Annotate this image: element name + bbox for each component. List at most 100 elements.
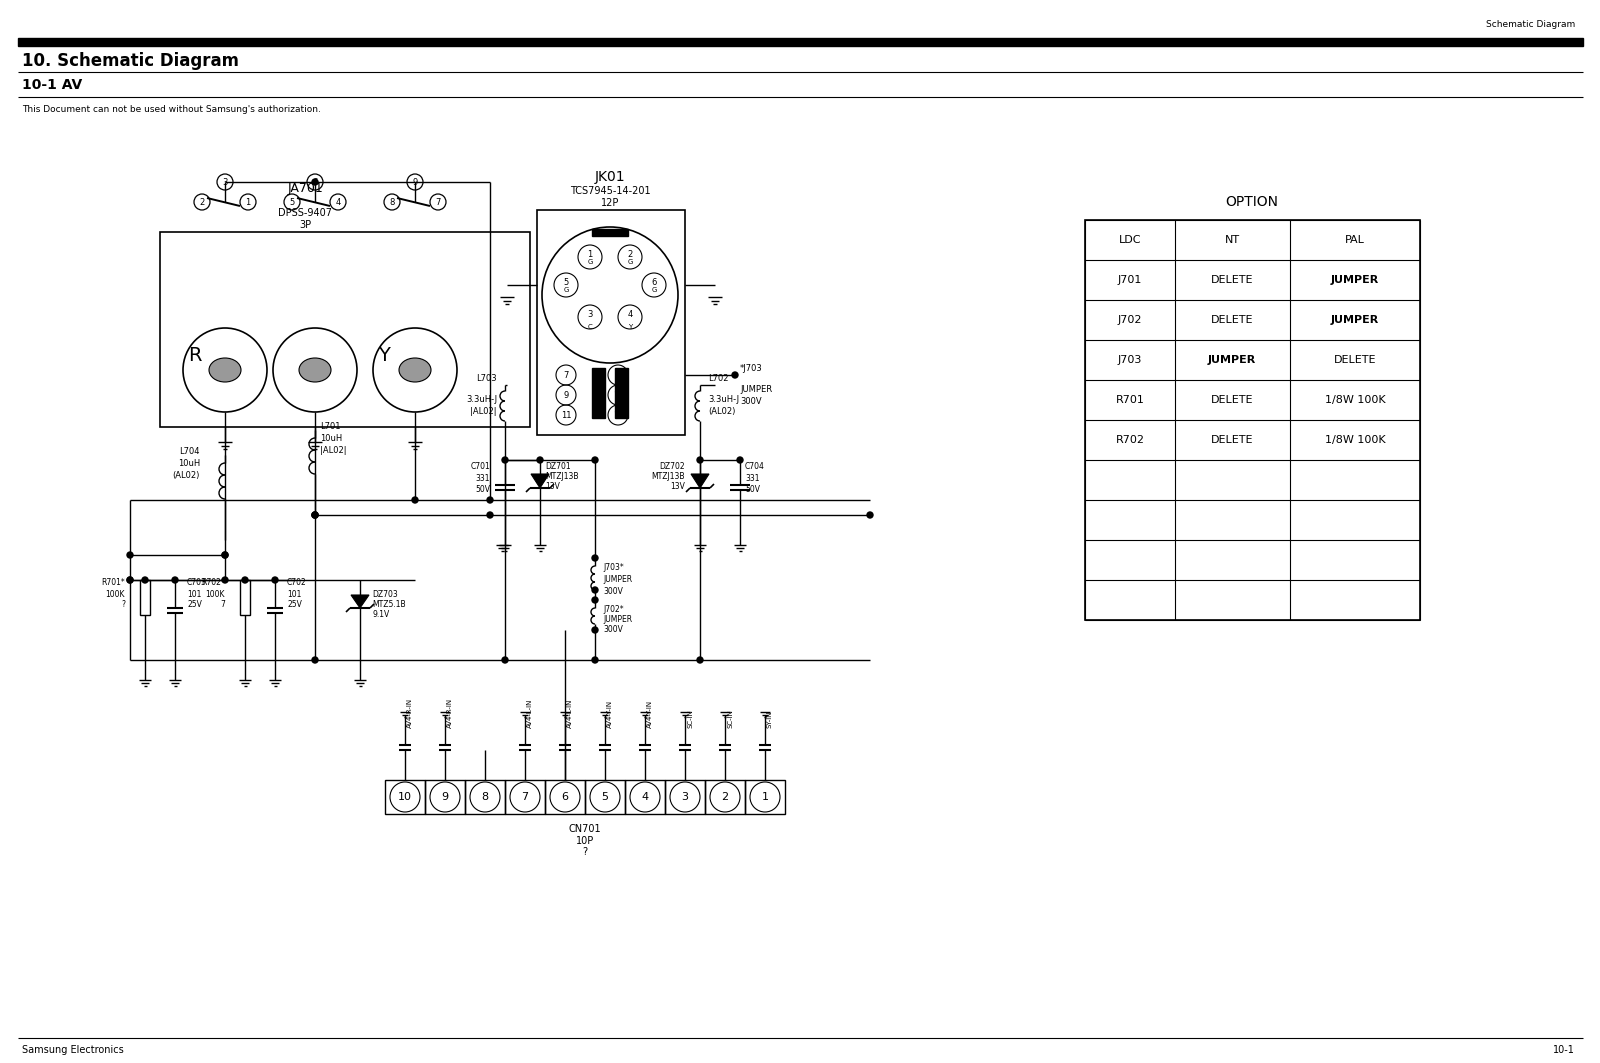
Text: 3.3uH-J: 3.3uH-J — [709, 395, 739, 404]
Bar — [546, 780, 586, 814]
Text: 10. Schematic Diagram: 10. Schematic Diagram — [22, 52, 238, 70]
Text: R: R — [189, 345, 202, 365]
Circle shape — [698, 457, 702, 463]
Circle shape — [142, 577, 149, 583]
Text: JK01: JK01 — [595, 170, 626, 184]
Circle shape — [592, 657, 598, 663]
Text: R702*: R702* — [202, 578, 226, 587]
Text: SC-IN: SC-IN — [686, 709, 693, 728]
Text: AV4-Y-IN: AV4-Y-IN — [646, 699, 653, 728]
Text: L702: L702 — [709, 374, 728, 383]
Bar — [506, 780, 546, 814]
Text: 300V: 300V — [603, 587, 622, 596]
Text: Y: Y — [627, 324, 632, 330]
Text: C: C — [587, 324, 592, 330]
Text: 7: 7 — [221, 600, 226, 609]
Bar — [592, 368, 605, 418]
Text: 300V: 300V — [603, 625, 622, 634]
Text: (AL02): (AL02) — [709, 407, 736, 416]
Text: 101: 101 — [187, 590, 202, 598]
Text: 10-1 AV: 10-1 AV — [22, 78, 82, 92]
Text: MTZJ13B: MTZJ13B — [546, 472, 579, 480]
Text: J702: J702 — [1118, 315, 1142, 325]
Text: JUMPER: JUMPER — [603, 615, 632, 624]
Text: |AL02|: |AL02| — [320, 446, 347, 455]
Text: 6: 6 — [651, 277, 656, 287]
Text: JA701: JA701 — [286, 182, 323, 195]
Text: 1: 1 — [587, 250, 592, 258]
Circle shape — [242, 577, 248, 583]
Text: 5: 5 — [563, 277, 568, 287]
Text: 25V: 25V — [187, 600, 202, 609]
Circle shape — [592, 597, 598, 603]
Bar — [538, 210, 685, 435]
Text: 9: 9 — [413, 178, 418, 186]
Text: R701*: R701* — [101, 578, 125, 587]
Polygon shape — [350, 595, 370, 608]
Circle shape — [222, 552, 229, 558]
Circle shape — [592, 555, 598, 561]
Text: 331: 331 — [746, 474, 760, 483]
Text: ?: ? — [122, 600, 125, 609]
Text: OPTION: OPTION — [1226, 195, 1278, 209]
Text: L703: L703 — [477, 374, 498, 383]
Text: 12: 12 — [613, 410, 624, 420]
Text: 1: 1 — [762, 792, 768, 802]
Text: *J703: *J703 — [741, 364, 763, 373]
Circle shape — [738, 457, 742, 463]
Circle shape — [592, 587, 598, 593]
Text: 11: 11 — [560, 410, 571, 420]
Text: 2: 2 — [627, 250, 632, 258]
Text: 10uH: 10uH — [320, 434, 342, 443]
Text: SY-IN: SY-IN — [766, 710, 773, 728]
Text: 4: 4 — [627, 309, 632, 319]
Text: TCS7945-14-201: TCS7945-14-201 — [570, 186, 650, 196]
Text: JUMPER: JUMPER — [1331, 275, 1379, 285]
Circle shape — [486, 497, 493, 503]
Bar — [1085, 220, 1421, 620]
Text: 2: 2 — [722, 792, 728, 802]
Text: 4: 4 — [642, 792, 648, 802]
Circle shape — [126, 577, 133, 583]
Bar — [240, 580, 250, 615]
Text: C702: C702 — [286, 578, 307, 587]
Text: J701: J701 — [1118, 275, 1142, 285]
Text: 10-1: 10-1 — [1554, 1045, 1574, 1054]
Circle shape — [126, 552, 133, 558]
Text: DELETE: DELETE — [1211, 435, 1253, 445]
Text: DZ702: DZ702 — [659, 462, 685, 471]
Ellipse shape — [398, 358, 430, 382]
Text: 1/8W 100K: 1/8W 100K — [1325, 435, 1386, 445]
Circle shape — [592, 627, 598, 632]
Text: NT: NT — [1224, 235, 1240, 244]
Text: J702*: J702* — [603, 605, 624, 614]
Bar — [18, 38, 1582, 46]
Text: DELETE: DELETE — [1211, 315, 1253, 325]
Text: DZ701: DZ701 — [546, 462, 571, 471]
Text: |AL02|: |AL02| — [470, 407, 498, 416]
Text: AV4-R-IN: AV4-R-IN — [446, 698, 453, 728]
Text: 6: 6 — [312, 178, 318, 186]
Text: 7: 7 — [522, 792, 528, 802]
Text: JUMPER: JUMPER — [1208, 355, 1256, 365]
Text: 13V: 13V — [546, 482, 560, 491]
Text: JUMPER: JUMPER — [741, 385, 773, 394]
Text: AV4-R-IN: AV4-R-IN — [406, 698, 413, 728]
Text: MTZ5.1B: MTZ5.1B — [373, 600, 406, 609]
Text: 101: 101 — [286, 590, 301, 598]
Circle shape — [126, 577, 133, 583]
Text: G: G — [627, 259, 632, 265]
Text: 25V: 25V — [286, 600, 302, 609]
Ellipse shape — [299, 358, 331, 382]
Text: L704: L704 — [179, 448, 200, 456]
Circle shape — [312, 512, 318, 518]
Text: CN701: CN701 — [568, 824, 602, 834]
Text: G: G — [563, 287, 568, 293]
Circle shape — [502, 457, 509, 463]
Ellipse shape — [210, 358, 242, 382]
Text: R702: R702 — [1115, 435, 1144, 445]
Text: G: G — [651, 287, 656, 293]
Text: MTZJ13B: MTZJ13B — [651, 472, 685, 480]
Bar — [614, 368, 629, 418]
Bar — [386, 780, 426, 814]
